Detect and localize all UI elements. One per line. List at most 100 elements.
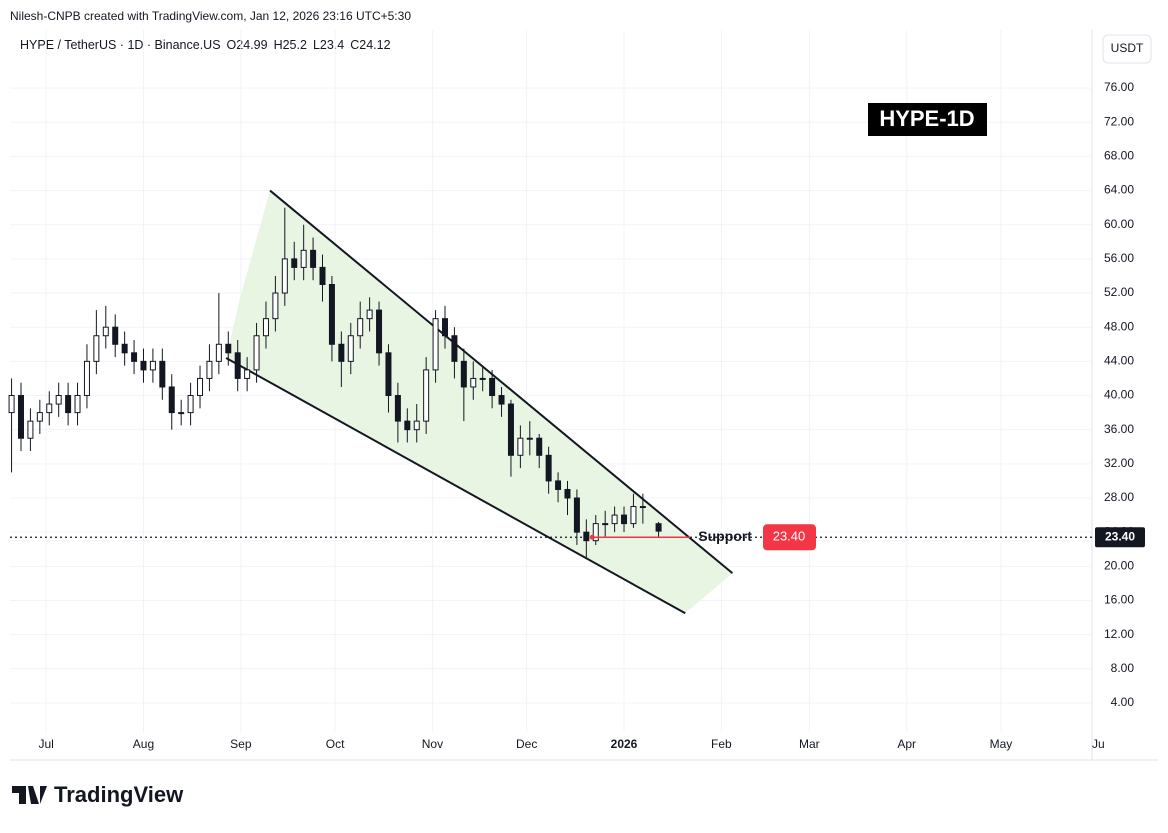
o-value: 24.99 (236, 38, 267, 52)
currency[interactable]: USDT (1111, 41, 1144, 55)
x-tick-label: Mar (799, 737, 820, 751)
candle-body (479, 377, 486, 380)
symbol: HYPE / TetherUS · 1D · Binance.US (20, 38, 221, 52)
symbol-line: HYPE / TetherUS · 1D · Binance.US O24.99 H… (20, 38, 391, 52)
currency-button[interactable] (1102, 34, 1152, 64)
candle-body (281, 258, 288, 294)
candle-body (489, 377, 496, 397)
candle-body (536, 437, 543, 456)
trend-line (225, 357, 686, 615)
candle-body (253, 335, 260, 371)
y-tick-label: 12.00 (1104, 627, 1134, 641)
candle-body (394, 395, 401, 422)
support-label: Support (698, 528, 752, 544)
candle-body (555, 480, 562, 490)
x-tick-label: Sep (230, 737, 252, 751)
candle-body (215, 343, 222, 362)
x-tick-label: 2026 (611, 737, 638, 751)
o-label: O (227, 38, 237, 52)
candle-body (83, 360, 90, 397)
y-tick-label: 4.00 (1111, 695, 1135, 709)
x-tick-label: Dec (516, 737, 537, 751)
candle-body (545, 454, 552, 482)
candle-body (74, 395, 81, 414)
l-label: L (313, 38, 320, 52)
candle-body (592, 523, 599, 542)
y-tick-label: 48.00 (1104, 319, 1134, 333)
logo-icon (12, 786, 47, 804)
y-tick-label: 68.00 (1104, 149, 1134, 163)
candle-body (498, 395, 505, 405)
price-tag-label: 23.40 (1105, 529, 1135, 543)
candle-body (630, 506, 637, 525)
candle-body (611, 514, 618, 525)
y-tick-label: 36.00 (1104, 422, 1134, 436)
candle-body (140, 360, 147, 371)
candle-body (432, 318, 439, 371)
c-value: 24.12 (359, 38, 390, 52)
candle-body (131, 352, 138, 362)
candle-body (168, 386, 175, 414)
y-tick-label: 52.00 (1104, 285, 1134, 299)
candle-body (225, 343, 232, 354)
candle-body (347, 335, 354, 362)
candle-body (46, 403, 53, 414)
y-tick-label: 56.00 (1104, 251, 1134, 265)
candle-body (451, 335, 458, 362)
candle-body (621, 514, 628, 525)
candle-body (55, 395, 62, 405)
c-label: C (350, 38, 359, 52)
candle-body (441, 318, 448, 337)
h-label: H (274, 38, 283, 52)
candle-body (102, 326, 109, 337)
y-tick-label: 28.00 (1104, 490, 1134, 504)
candle-body (366, 309, 373, 320)
candle-body (121, 343, 128, 354)
candle-body (17, 395, 24, 439)
candle-body (187, 395, 194, 414)
x-tick-label: Aug (133, 737, 154, 751)
h-value: 25.2 (283, 38, 307, 52)
x-tick-label: Ju (1092, 737, 1105, 751)
candle-body (262, 318, 269, 337)
candle-body (602, 523, 609, 526)
y-tick-label: 16.00 (1104, 593, 1134, 607)
candle-body (357, 318, 364, 337)
candle-body (526, 437, 533, 440)
x-tick-label: Apr (897, 737, 916, 751)
candle-body (404, 420, 411, 431)
candle-body (300, 249, 307, 268)
y-tick-label: 76.00 (1104, 80, 1134, 94)
x-tick-label: Feb (711, 737, 732, 751)
candle-body (159, 360, 166, 388)
candle-body (517, 437, 524, 456)
candle-body (423, 369, 430, 422)
candle-body (564, 488, 571, 499)
candle-body (583, 531, 590, 542)
support-tag (763, 524, 816, 551)
candle-body (507, 403, 514, 456)
candle-body (319, 266, 326, 285)
logo-text: TradingView (54, 782, 184, 807)
credit: Nilesh-CNPB created with TradingView.com… (10, 9, 411, 23)
candle-body (310, 249, 317, 268)
candle-body (36, 412, 43, 422)
candle-body (244, 369, 251, 379)
support-point (589, 534, 595, 540)
candle-body (639, 506, 646, 509)
candle-body (291, 258, 298, 268)
candle-body (470, 377, 477, 388)
candle-body (234, 352, 241, 379)
y-tick-label: 32.00 (1104, 456, 1134, 470)
candle-body (178, 412, 185, 415)
support-tag-label: 23.40 (773, 529, 806, 544)
candle-body (93, 335, 100, 362)
candle-body (27, 420, 34, 439)
candle-body (197, 377, 204, 397)
y-tick-label: 44.00 (1104, 354, 1134, 368)
candle-body (328, 283, 335, 345)
logo: TradingView (12, 782, 184, 807)
price-tag (1095, 527, 1145, 548)
candle-body (338, 343, 345, 362)
